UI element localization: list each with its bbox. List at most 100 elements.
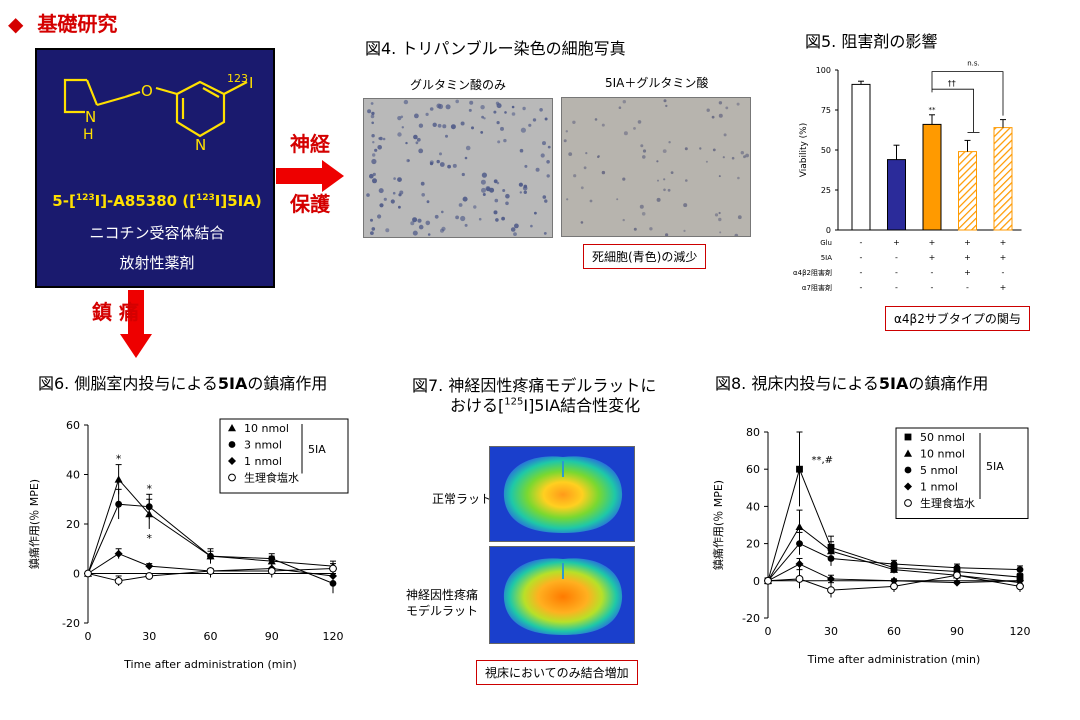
fig4-photo-glutamate (363, 98, 553, 238)
chart-point (228, 457, 236, 465)
cell-dot (418, 148, 424, 154)
arrow-down-label: 鎮 痛 (92, 300, 139, 324)
cell-dot (519, 191, 522, 194)
fig7-note: 視床においてのみ結合増加 (476, 660, 638, 685)
fig7-scan-normal (489, 446, 635, 542)
cell-dot (481, 115, 484, 119)
fig5-row-label: α4β2阻害剤 (793, 268, 832, 277)
cell-dot (530, 224, 533, 228)
cell-dot (441, 210, 444, 214)
chart-point (904, 499, 912, 507)
name-prefix: 5-[ (52, 192, 76, 210)
cell-dot (566, 198, 569, 201)
chart-point (228, 441, 236, 448)
arrow-down-icon (120, 290, 152, 358)
fig6-y-label: 鎮痛作用(％ MPE) (27, 479, 41, 569)
cell-dot (711, 115, 715, 119)
cell-dot (622, 100, 626, 104)
fig6-y-tick-label: 60 (66, 419, 80, 432)
fig8-x-tick-label: 120 (1010, 625, 1031, 638)
cell-dot (544, 199, 548, 203)
cell-dot (496, 121, 500, 125)
cell-dot (665, 233, 669, 236)
cell-dot (374, 148, 378, 152)
name-sup2: 123 (196, 193, 215, 203)
fig5-bar (993, 127, 1013, 231)
isotope-label: 123 (227, 72, 248, 85)
fig8-y-tick-label: -20 (742, 612, 760, 625)
cell-dot (712, 148, 716, 152)
cell-dot (633, 127, 636, 130)
fig8-y-label: 鎮痛作用(％ MPE) (711, 480, 725, 570)
cell-dot (568, 152, 573, 156)
cell-dot (471, 126, 474, 130)
cell-dot (520, 127, 526, 133)
cell-dot (743, 155, 746, 159)
cell-dot (480, 179, 486, 185)
fig5-row-cell: + (929, 238, 936, 247)
cell-dot (461, 172, 465, 177)
fig8-series-line (767, 542, 1021, 582)
fig5-dagger: †† (948, 79, 956, 88)
cell-dot (464, 156, 468, 160)
cell-dot (469, 100, 474, 105)
chart-point (890, 565, 898, 573)
cell-dot (442, 124, 447, 129)
chart-point (115, 500, 123, 508)
chart-point (329, 580, 337, 587)
fig7-title-sup: 125 (504, 396, 524, 408)
chart-point (267, 567, 276, 575)
cell-dot (400, 115, 404, 119)
fig5-ns: n.s. (967, 60, 980, 68)
cell-dot (504, 111, 507, 114)
fig8-legend-label: 生理食塩水 (920, 496, 975, 510)
cell-dot (637, 120, 642, 124)
chart-point (904, 482, 912, 491)
chart-point (329, 564, 337, 573)
fig7-title-pre: おける[ (450, 396, 505, 415)
cell-dot (616, 198, 619, 201)
compound-desc2: 放射性薬剤 (119, 254, 195, 272)
chart-point (904, 433, 912, 441)
cell-dot (478, 217, 482, 221)
chart-point (795, 522, 804, 531)
cell-dot (370, 114, 375, 119)
cell-dot (684, 147, 688, 151)
fig5-row-cell: + (964, 238, 971, 247)
fig5-row-cell: - (895, 283, 898, 292)
cell-dot (585, 152, 588, 155)
cell-dot (458, 203, 463, 207)
cell-dot (370, 218, 373, 222)
cell-dot (377, 214, 382, 219)
chart-point (890, 560, 898, 568)
cell-dot (622, 218, 625, 222)
name-suffix: I]5IA) (214, 192, 262, 210)
cell-dot (460, 121, 465, 126)
chart-point (827, 586, 835, 595)
cell-dot (366, 193, 370, 197)
cell-dot (413, 134, 418, 140)
cell-dot (473, 205, 477, 209)
cell-dot (736, 102, 740, 106)
chart-point (114, 549, 123, 558)
fig5-bar (887, 159, 906, 231)
cell-dot (427, 233, 431, 236)
cell-dot (656, 197, 661, 202)
fig7-title-post: I]5IA結合性変化 (523, 396, 641, 415)
cell-dot (481, 172, 487, 178)
cell-dot (371, 111, 375, 116)
fig8-title-post: の鎮痛作用 (908, 374, 989, 393)
cell-dot (583, 166, 587, 170)
chart-point (207, 552, 214, 560)
cell-dot (371, 121, 374, 125)
chart-point (228, 473, 236, 482)
cell-dot (425, 220, 431, 226)
cell-dot (601, 123, 605, 127)
cell-dot (480, 131, 484, 134)
fig8-series-line (767, 563, 1021, 584)
cell-dot (663, 178, 666, 181)
fig8-legend-group: 5IA (986, 460, 1004, 473)
cell-dot (657, 179, 659, 182)
fig4-note: 死細胞(青色)の減少 (583, 244, 707, 269)
fig7-title-line2: おける[125I]5IA結合性変化 (450, 392, 640, 416)
